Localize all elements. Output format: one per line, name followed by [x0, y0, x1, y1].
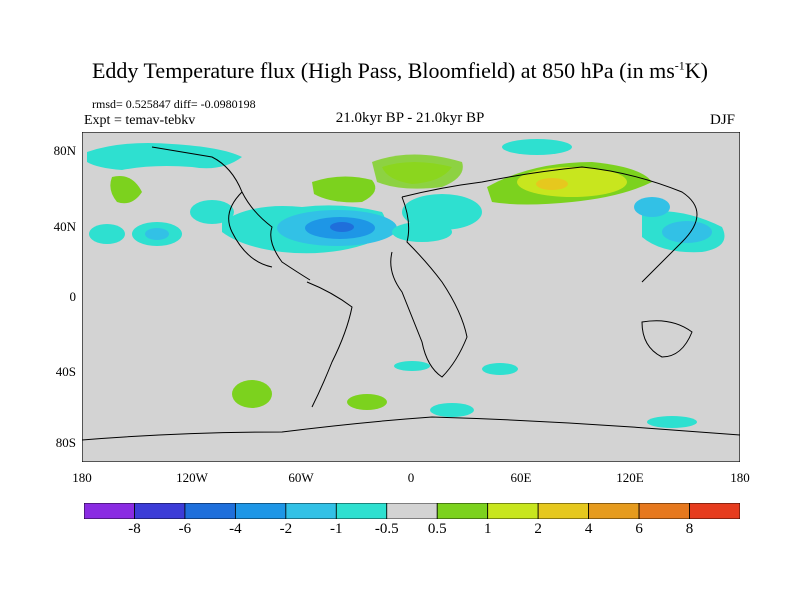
field-greenland-green: [312, 176, 376, 203]
x-tick-180e: 180: [730, 470, 750, 485]
coast-n-america: [151, 146, 311, 281]
colorbar-label: 2: [534, 521, 542, 537]
field-norway-green: [372, 154, 463, 189]
title-superscript: -1: [674, 58, 685, 73]
period-label: 21.0kyr BP - 21.0kyr BP: [335, 110, 485, 126]
field-pacific-core: [145, 228, 169, 240]
experiment-line: Expt = temav-tebkv: [84, 113, 196, 128]
coast-s-america: [306, 281, 353, 408]
colorbar-label: 4: [584, 521, 593, 537]
stats-line: rmsd= 0.525847 diff= -0.0980198: [92, 97, 256, 111]
field-nwpacific-mid: [662, 221, 712, 243]
coast-eurasia: [401, 166, 698, 283]
x-tick-0: 0: [407, 470, 415, 485]
coast-na-west: [228, 191, 273, 268]
y-tick-80s: 80S: [55, 435, 76, 450]
y-tick-0: 0: [69, 289, 77, 304]
colorbar-swatch: [134, 503, 186, 519]
x-tick-120w: 120W: [176, 470, 208, 485]
colorbar-swatch: [386, 503, 438, 519]
field-pacific-blob: [89, 224, 125, 244]
colorbar-swatch: [335, 503, 388, 519]
x-tick-60w: 60W: [288, 470, 314, 485]
colorbar-swatch: [436, 503, 489, 519]
world-map: [82, 132, 740, 462]
colorbar-label: 0.5: [427, 521, 447, 537]
colorbar-label: -2: [279, 521, 293, 537]
colorbar-label: -1: [330, 521, 343, 537]
field-arctic-siberia: [502, 139, 572, 155]
colorbar-label: -8: [128, 521, 141, 537]
field-siberia-yellow: [517, 167, 627, 197]
field-japan: [634, 197, 670, 217]
field-med: [392, 222, 452, 242]
colorbar-swatch: [588, 503, 640, 519]
colorbar: [84, 503, 740, 519]
field-atlantic-center: [330, 222, 354, 232]
field-europe: [402, 194, 482, 230]
field-s-atlantic: [394, 361, 430, 371]
coast-antarctica: [82, 416, 740, 441]
colorbar-swatch: [638, 503, 690, 519]
y-tick-40s: 40S: [55, 364, 76, 379]
field-siberia-core: [536, 178, 568, 190]
chart-title: Eddy Temperature flux (High Pass, Bloomf…: [0, 58, 800, 84]
field-s-indian: [482, 363, 518, 375]
title-main: Eddy Temperature flux (High Pass, Bloomf…: [91, 58, 675, 83]
coast-africa: [390, 196, 468, 378]
colorbar-swatch: [689, 503, 740, 519]
colorbar-swatch: [537, 503, 590, 519]
field-s-america-green: [232, 380, 272, 408]
anomaly-fields: [87, 139, 725, 428]
season-label: DJF: [710, 112, 736, 128]
field-s-atlantic-green: [347, 394, 387, 410]
field-s-pacific: [647, 416, 697, 428]
colorbar-label: 8: [685, 521, 694, 537]
y-tick-40n: 40N: [53, 219, 76, 234]
field-sw-us: [190, 200, 234, 224]
colorbar-swatch: [285, 503, 337, 519]
x-tick-120e: 120E: [616, 470, 644, 485]
colorbar-swatch: [184, 503, 236, 519]
colorbar-swatch: [234, 503, 287, 519]
colorbar-label: -4: [229, 521, 242, 537]
colorbar-label: -0.5: [374, 521, 399, 537]
field-npacific-green: [110, 176, 142, 204]
y-tick-80n: 80N: [53, 143, 76, 158]
colorbar-swatch: [84, 503, 135, 519]
field-npacific: [87, 143, 242, 170]
coastlines: [82, 146, 740, 441]
colorbar-swatch: [487, 503, 539, 519]
colorbar-label: 1: [483, 521, 492, 537]
coast-australia: [641, 320, 693, 358]
colorbar-label: -6: [178, 521, 192, 537]
x-tick-60e: 60E: [510, 470, 532, 485]
colorbar-label: 6: [635, 521, 643, 537]
x-tick-180w: 180: [72, 470, 92, 485]
field-s-ocean: [430, 403, 474, 417]
title-end: K): [684, 58, 708, 83]
